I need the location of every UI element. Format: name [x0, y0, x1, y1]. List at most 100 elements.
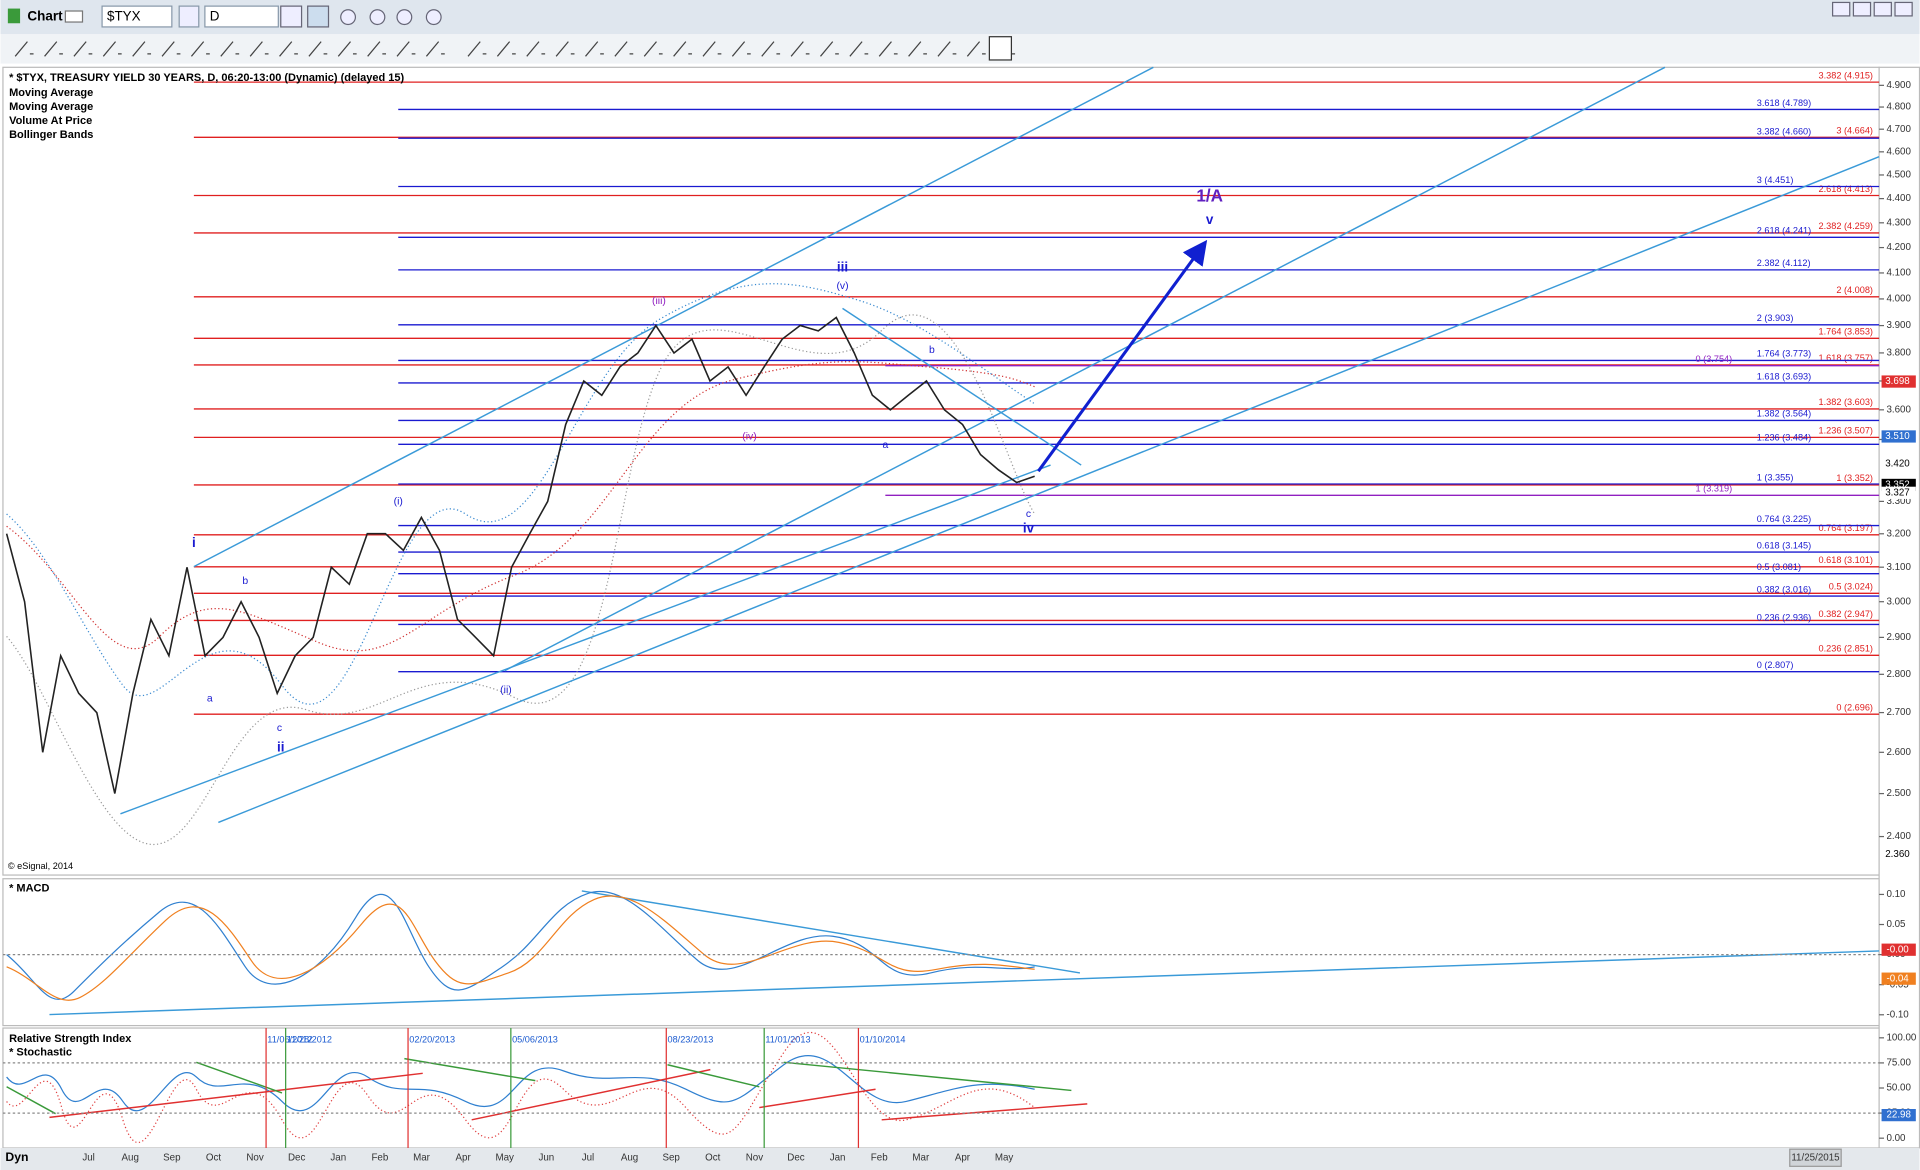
time-axis — [0, 1147, 1920, 1170]
date-label: 02/20/2013 — [409, 1035, 455, 1045]
price-line — [5, 316, 1035, 794]
tool-icon — [496, 41, 516, 57]
date-label: 05/06/2013 — [512, 1035, 558, 1045]
signal-line — [6, 895, 1035, 1001]
interval-input[interactable] — [204, 5, 279, 28]
wave-label: a — [207, 694, 213, 705]
tool-icon — [820, 41, 839, 57]
title-tools[interactable] — [280, 5, 442, 28]
fib-label: 0.236 (2.851) — [1819, 644, 1873, 654]
end-date-box — [1789, 1148, 1842, 1167]
month-label: Sep — [662, 1152, 680, 1163]
fib-label: 3.382 (4.660) — [1757, 126, 1811, 136]
fib-label: 1.764 (3.853) — [1819, 327, 1873, 337]
tool-icon — [702, 41, 722, 57]
month-label: Jan — [330, 1152, 346, 1163]
tool-icon — [14, 41, 34, 57]
wave-label: iii — [837, 260, 848, 275]
bollinger-band — [6, 314, 1036, 846]
window-buttons[interactable] — [1831, 1, 1913, 17]
macd-panel — [2, 878, 1880, 1027]
y-tick-label: 4.700 — [1886, 124, 1911, 135]
fib-label: 0.382 (2.947) — [1819, 609, 1873, 619]
tool-icon — [220, 41, 240, 57]
wave-label: b — [242, 576, 248, 587]
y-tick-label: 2.400 — [1886, 831, 1911, 842]
y-tick-label: 4.900 — [1886, 80, 1911, 91]
wave-label: (v) — [836, 281, 848, 292]
copyright: © eSignal, 2014 — [8, 861, 73, 871]
pin-button — [988, 36, 1013, 61]
tool-icon — [761, 41, 781, 57]
projection-arrow — [1037, 239, 1208, 473]
month-label: Nov — [246, 1152, 264, 1163]
tool-icon — [643, 41, 663, 57]
value-tag-label: -0.04 — [1886, 973, 1909, 984]
month-label: Mar — [413, 1152, 431, 1163]
tool-icon — [308, 41, 328, 57]
wave-label: i — [192, 535, 196, 550]
tool-icon — [249, 41, 269, 57]
value-tag — [1881, 1108, 1916, 1122]
generated-layer: 4.900 4.800 4.700 4.600 4.500 4.400 4.300 4.200… — [2, 72, 1917, 1167]
tool-icon — [878, 41, 898, 57]
window-title: Chart — [27, 9, 63, 24]
month-label: Jan — [830, 1152, 846, 1163]
fib-label: 1 (3.352) — [1836, 473, 1873, 483]
wave-label: a — [882, 440, 888, 451]
y-tick-label: 3.600 — [1886, 404, 1911, 415]
fib-label: 0.236 (2.936) — [1757, 613, 1811, 623]
fib-label: 3 (4.664) — [1836, 126, 1873, 136]
price-tag — [1881, 457, 1916, 470]
tool-icon — [367, 41, 387, 57]
fib-label: 0.382 (3.016) — [1757, 584, 1811, 594]
value-tag-label: -0.00 — [1886, 944, 1909, 955]
tool-icon — [425, 41, 445, 57]
wave-label: v — [1206, 212, 1214, 227]
symbol-input[interactable] — [101, 5, 173, 28]
y-tick-label: 3.100 — [1886, 562, 1911, 573]
fib-label: 1 (3.355) — [1757, 472, 1794, 482]
value-tag — [1881, 972, 1916, 985]
month-label: Aug — [621, 1152, 638, 1163]
y-tick-label: 2.900 — [1886, 632, 1911, 643]
y-tick-label: 0.10 — [1886, 889, 1906, 900]
fib-label: 2 (4.008) — [1836, 285, 1873, 295]
wave-label: c — [1026, 509, 1031, 520]
toolbar-icons[interactable] — [14, 36, 1016, 61]
link-button[interactable] — [64, 10, 84, 23]
y-tick-label: 50.00 — [1886, 1083, 1911, 1094]
y-tick-label: 0.00 — [1886, 1133, 1906, 1144]
price-tag-label: 3.698 — [1885, 376, 1910, 387]
month-label: Apr — [455, 1152, 471, 1163]
bollinger-band — [6, 283, 1035, 705]
y-tick-label: 4.600 — [1886, 146, 1911, 157]
price-tag — [1881, 430, 1916, 443]
tool-icon — [467, 41, 487, 57]
tool-icon — [102, 41, 122, 57]
fib-label: 0.764 (3.197) — [1819, 523, 1873, 533]
tool-icon — [279, 41, 298, 57]
tool-icon — [161, 41, 181, 57]
wave-label: 1/A — [1196, 186, 1223, 206]
settings-button[interactable] — [178, 5, 200, 28]
tool-icon — [966, 41, 986, 57]
price-tag-label: 3.352 — [1885, 480, 1909, 491]
tool-icon — [555, 41, 575, 57]
fib-label: 1.382 (3.603) — [1819, 397, 1873, 407]
tool-icon — [731, 41, 751, 57]
fib-label: 0.618 (3.145) — [1757, 540, 1811, 550]
y-tick-label: 3.800 — [1886, 348, 1911, 359]
fib-label: 0 (2.696) — [1836, 702, 1873, 712]
date-label: 11/28/2012 — [287, 1035, 332, 1045]
month-label: Dec — [288, 1152, 306, 1163]
tool-icon — [190, 41, 210, 57]
macd-title: * MACD — [9, 882, 49, 894]
fib-label: 0.5 (3.024) — [1829, 582, 1873, 592]
price-tag — [1881, 375, 1916, 388]
y-tick-label: 2.700 — [1886, 707, 1911, 718]
price-tag-label: 3.510 — [1885, 431, 1910, 442]
fib-label: 3 (4.451) — [1757, 175, 1794, 185]
fib-label: 1.618 (3.693) — [1757, 371, 1811, 381]
